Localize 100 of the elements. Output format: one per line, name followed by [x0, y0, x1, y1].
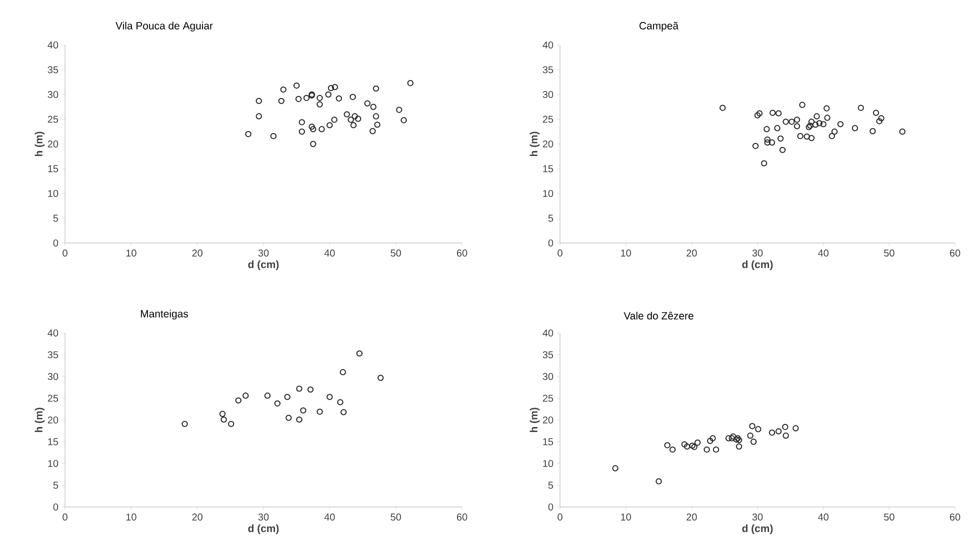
y-axis-title: h (m): [34, 132, 45, 156]
point: [797, 132, 804, 140]
y-tick-label: 15: [48, 438, 58, 446]
point: [235, 397, 242, 404]
y-tick-label: 5: [548, 482, 554, 489]
y-axis-title: h (m): [34, 408, 45, 432]
point: [378, 374, 384, 381]
point: [300, 407, 306, 414]
chart-title: Campeã: [640, 22, 679, 32]
point: [228, 420, 234, 428]
y-tick-label: 30: [48, 372, 58, 380]
point: [794, 116, 800, 123]
point: [760, 160, 768, 166]
x-axis-title: d (cm): [248, 524, 279, 534]
point: [754, 112, 761, 118]
point: [684, 443, 690, 450]
point: [298, 128, 305, 135]
point: [876, 118, 882, 124]
point: [308, 124, 315, 130]
point: [295, 96, 302, 102]
point: [725, 435, 732, 442]
x-axis-title: d (cm): [742, 524, 773, 534]
x-tick-label: 40: [818, 514, 828, 521]
y-tick-label: 35: [542, 66, 554, 74]
chart-title: Vila Pouca de Aguiar: [116, 22, 213, 32]
x-tick-label: 50: [884, 514, 894, 521]
point: [788, 118, 795, 125]
point: [820, 121, 826, 128]
point: [364, 100, 370, 107]
point: [689, 442, 696, 449]
point: [814, 113, 820, 120]
x-tick-label: 60: [950, 514, 960, 521]
point: [318, 126, 325, 132]
point: [307, 386, 314, 393]
point: [808, 118, 815, 125]
point: [370, 128, 376, 134]
point: [296, 386, 302, 392]
point: [804, 133, 810, 140]
point: [794, 123, 800, 130]
point: [777, 135, 784, 142]
point: [704, 446, 710, 453]
x-tick-label: 20: [192, 250, 202, 257]
point: [328, 84, 334, 92]
point: [280, 86, 286, 93]
point: [374, 122, 380, 128]
y-tick-label: 15: [48, 165, 58, 172]
point: [774, 125, 780, 132]
point: [372, 113, 380, 120]
y-tick-label: 0: [548, 239, 554, 247]
point: [336, 95, 342, 102]
point: [316, 101, 323, 108]
x-axis-title: d (cm): [248, 260, 279, 270]
point: [352, 113, 358, 120]
point: [284, 394, 290, 400]
point: [326, 394, 333, 400]
point: [325, 91, 332, 98]
point: [764, 136, 770, 143]
point: [331, 116, 338, 123]
x-tick-label: 20: [686, 250, 697, 257]
y-tick-label: 20: [542, 140, 554, 148]
x-tick-label: 10: [621, 514, 631, 521]
point: [710, 435, 716, 442]
point: [681, 441, 688, 448]
x-tick-label: 10: [126, 250, 136, 257]
point: [736, 436, 742, 444]
y-tick-label: 10: [48, 190, 58, 198]
y-tick-label: 25: [542, 394, 554, 402]
y-tick-label: 20: [48, 416, 58, 424]
point: [370, 104, 376, 110]
point: [816, 120, 822, 126]
chart-title: Manteigas: [140, 310, 188, 320]
y-tick-label: 35: [48, 351, 58, 358]
point: [286, 414, 292, 421]
x-tick-label: 0: [558, 514, 562, 521]
point: [878, 115, 884, 122]
y-tick-label: 5: [53, 214, 58, 222]
x-tick-label: 50: [884, 250, 894, 257]
point: [824, 105, 830, 112]
x-tick-label: 20: [686, 514, 697, 521]
x-tick-label: 30: [258, 250, 269, 257]
point: [278, 98, 284, 104]
y-axis-title: h (m): [530, 132, 540, 156]
x-tick-label: 10: [621, 250, 631, 257]
point: [316, 408, 323, 415]
y-tick-label: 30: [542, 372, 554, 380]
y-tick-label: 30: [542, 90, 554, 98]
point: [256, 113, 262, 120]
point: [831, 128, 838, 135]
point: [270, 132, 277, 140]
x-axis-title: d (cm): [742, 260, 773, 270]
point: [348, 116, 354, 123]
point: [372, 85, 380, 92]
point: [756, 110, 763, 116]
point: [310, 140, 316, 148]
point: [779, 146, 786, 154]
y-tick-label: 25: [48, 394, 58, 402]
point: [828, 132, 835, 140]
point: [747, 432, 754, 439]
point: [669, 446, 676, 453]
point: [656, 478, 662, 484]
